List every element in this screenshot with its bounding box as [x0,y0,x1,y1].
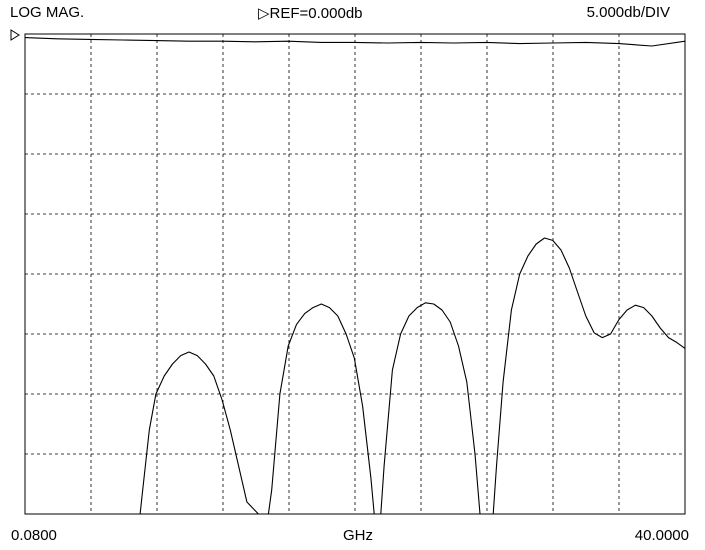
grid [25,34,685,514]
start-frequency-label: 0.0800 [11,527,57,544]
lower-trace-lobe-1 [139,351,259,515]
scale-per-division-label: 5.000db/DIV [586,4,670,21]
lower-trace-lobe-3 [380,302,481,515]
upper-trace-line [24,37,686,47]
traces [24,37,686,515]
reference-level-label: ▷REF=0.000db [258,5,363,22]
measurement-mode-label: LOG MAG. [10,4,85,21]
plot-frame [24,33,686,515]
frequency-unit-label: GHz [343,527,373,544]
stop-frequency-label: 40.0000 [634,527,689,544]
lower-trace-lobe-2 [267,303,375,515]
lower-trace-lobe-4 [492,237,686,515]
reference-marker-icon [10,29,20,41]
